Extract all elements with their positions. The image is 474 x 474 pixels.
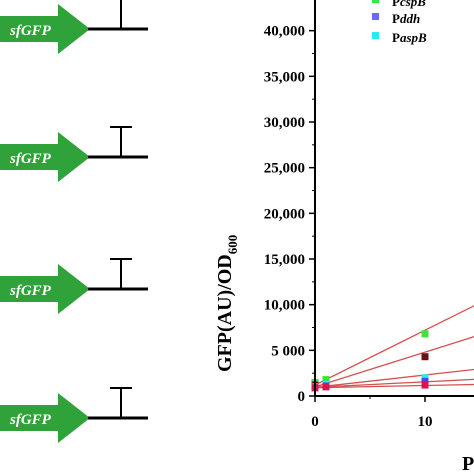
y-tick-label: 40,000: [264, 24, 305, 40]
fit-line-5: [314, 383, 474, 389]
fit-lines: [314, 305, 474, 389]
data-point-s3-3: [421, 374, 429, 382]
gene-arrow: [0, 393, 90, 443]
axes: 0 5 000 10,000 15,000 20,000 25,000 30,000 35,0…: [264, 0, 474, 430]
x-axis-title: P: [462, 453, 474, 474]
gene-arrow: [0, 264, 90, 314]
y-tick-label: 25,000: [264, 161, 305, 177]
gene-arrow: [0, 4, 90, 54]
legend-marker-2: [372, 13, 379, 20]
legend-label-gene: cspB: [400, 0, 426, 9]
data-point-s5-2: [322, 383, 330, 391]
chart: GFP(AU)/OD600 P 0 5 000 10,000 15,000 20,000…: [214, 0, 474, 474]
gene-label: sfGFP: [9, 151, 52, 167]
y-tick-label: 20,000: [264, 206, 305, 222]
y-axis-title: GFP(AU)/OD600: [214, 235, 240, 372]
legend-label-3: PaspB: [392, 30, 427, 45]
y-tick-label: 15,000: [264, 252, 305, 268]
data-point-s1-3: [421, 330, 429, 338]
legend-label-gene: ddh: [400, 11, 420, 26]
x-tick-label: 10: [418, 414, 433, 430]
gene-arrow: [0, 132, 90, 182]
data-point-s1-2: [322, 376, 330, 384]
legend-label-1: PcspB: [392, 0, 426, 9]
construct-4: sfGFP: [0, 387, 148, 443]
gene-constructs: sfGFP sfGFP sfGFP sfGFP: [0, 0, 148, 443]
legend-label-gene: aspB: [400, 30, 427, 45]
fit-line-3: [314, 368, 474, 388]
y-axis-title-subscript: 600: [225, 235, 240, 255]
gene-label: sfGFP: [9, 283, 52, 299]
fit-line-4: [314, 378, 474, 388]
legend-label-prefix: P: [392, 0, 400, 9]
gene-label: sfGFP: [9, 23, 52, 39]
data-point-s5-3: [421, 381, 429, 389]
y-tick-label: 35,000: [264, 69, 305, 85]
y-tick-label: 5 000: [271, 343, 305, 359]
data-point-s2-3: [421, 353, 429, 361]
y-axis-title-main: GFP(AU)/OD: [214, 254, 236, 372]
y-tick-label: 0: [298, 389, 306, 405]
gene-label: sfGFP: [9, 412, 52, 428]
construct-1: sfGFP: [0, 0, 148, 54]
legend-marker-1: [372, 0, 379, 3]
y-tick-label: 30,000: [264, 115, 305, 131]
fit-line-1: [314, 305, 474, 386]
data-point-s4-3: [421, 377, 429, 385]
construct-3: sfGFP: [0, 258, 148, 314]
construct-2: sfGFP: [0, 126, 148, 182]
x-tick-label: 0: [311, 414, 319, 430]
fit-line-2: [314, 336, 474, 388]
legend-label-prefix: P: [392, 11, 400, 26]
legend-label-2: Pddh: [392, 11, 420, 26]
legend-marker-3: [372, 32, 379, 39]
legend-label-prefix: P: [392, 30, 400, 45]
y-tick-label: 10,000: [264, 298, 305, 314]
